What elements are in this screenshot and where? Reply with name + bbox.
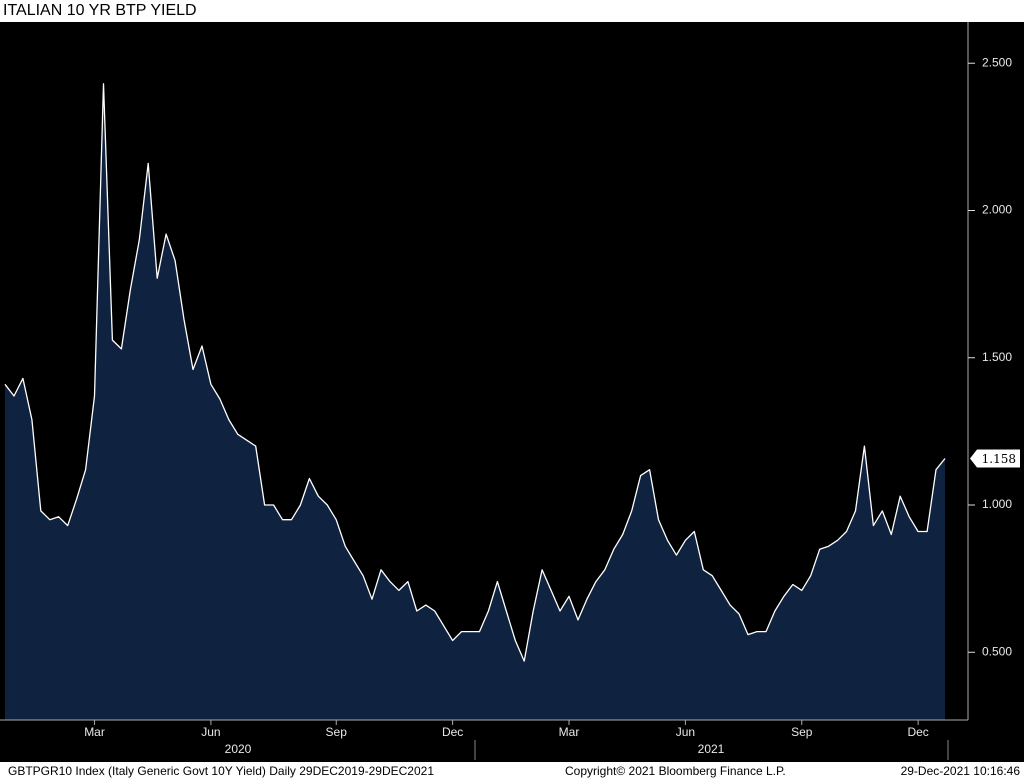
footer-source: GBTPGR10 Index (Italy Generic Govt 10Y Y… <box>8 764 434 778</box>
y-tick-label: 2.500 <box>982 55 1012 69</box>
area <box>5 83 945 721</box>
x-tick-label: Jun <box>201 725 220 739</box>
x-tick-label: Mar <box>84 725 105 739</box>
last-value-tag <box>970 449 1020 468</box>
x-tick-label: Sep <box>326 725 348 739</box>
footer-timestamp: 29-Dec-2021 10:16:46 <box>901 764 1021 778</box>
chart-title: ITALIAN 10 YR BTP YIELD <box>3 2 197 19</box>
y-tick-label: 1.500 <box>982 350 1012 364</box>
y-tick-label: 1.000 <box>982 497 1012 511</box>
x-tick-label: Mar <box>559 725 580 739</box>
y-tick-label: 0.500 <box>982 644 1012 658</box>
footer-copyright: Copyright© 2021 Bloomberg Finance L.P. <box>565 764 786 778</box>
last-value-label: 1.158 <box>982 452 1016 466</box>
y-tick-label: 2.000 <box>982 203 1012 217</box>
x-tick-label: Dec <box>442 725 463 739</box>
x-tick-label: Sep <box>791 725 813 739</box>
x-tick-label: Jun <box>676 725 695 739</box>
year-label: 2021 <box>698 742 725 756</box>
year-label: 2020 <box>225 742 252 756</box>
line <box>4 83 946 662</box>
x-tick-label: Dec <box>907 725 928 739</box>
